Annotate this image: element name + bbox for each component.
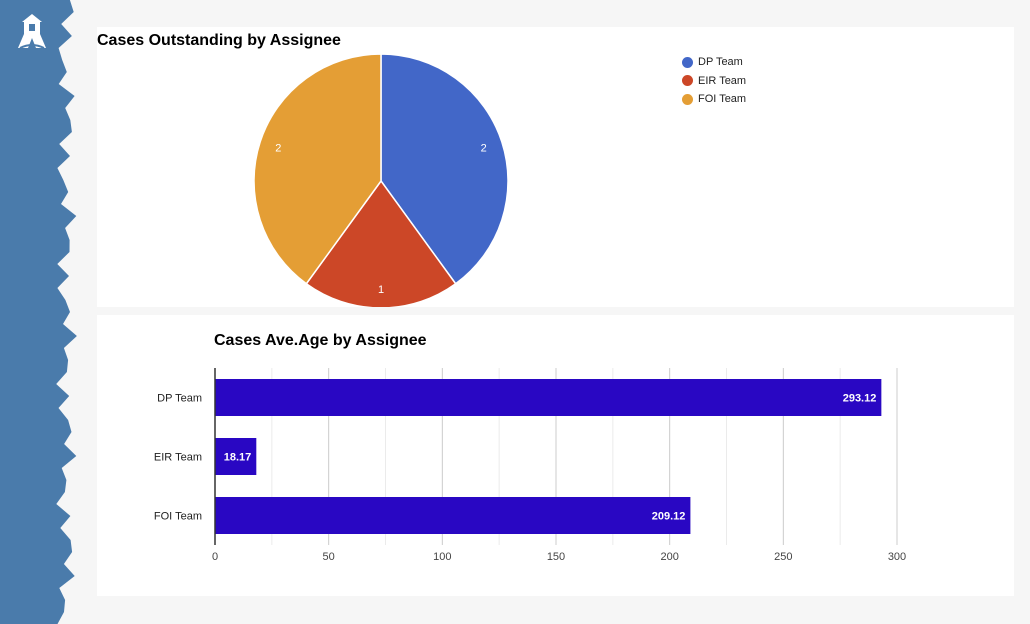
bar-chart-title: Cases Ave.Age by Assignee [214, 332, 427, 349]
legend-swatch [682, 75, 693, 87]
legend-item-dp-team[interactable]: DP Team [682, 53, 746, 72]
x-tick-label: 200 [660, 551, 678, 563]
bar-chart: 0 50 100 150 200 250 300 293.12 DP Team 18.17 EIR … [154, 368, 906, 563]
bar-value-label: 209.12 [652, 511, 686, 523]
pie-slice-eir-team[interactable] [305, 179, 457, 307]
bar-dp-team[interactable] [215, 379, 882, 416]
pie-chart-title: Cases Outstanding by Assignee [97, 32, 341, 49]
y-category-label: EIR Team [154, 452, 202, 464]
y-category-label: DP Team [157, 393, 202, 405]
sidebar [0, 0, 80, 624]
pie-legend: DP Team EIR Team FOI Team [682, 53, 746, 109]
legend-item-foi-team[interactable]: FOI Team [682, 90, 746, 109]
x-tick-label: 250 [774, 551, 792, 563]
pie-slice-foi-team[interactable] [253, 53, 382, 285]
bar-eir-team[interactable] [215, 438, 257, 475]
legend-label: DP Team [698, 56, 743, 69]
pie-slice-label: 2 [481, 143, 487, 155]
bar-chart-card: Cases Ave.Age by Assignee 0 50 100 150 200 25… [97, 315, 1014, 596]
x-tick-label: 150 [547, 551, 565, 563]
legend-swatch [682, 56, 693, 68]
legend-swatch [682, 93, 693, 105]
legend-item-eir-team[interactable]: EIR Team [682, 72, 746, 91]
pie-chart: 2 1 2 [253, 53, 509, 307]
pie-slice-dp-team[interactable] [380, 53, 509, 285]
x-tick-label: 0 [212, 551, 218, 563]
pie-chart-card: Cases Outstanding by Assignee 2 1 2 DP Tea… [97, 27, 1014, 307]
app-logo-icon[interactable] [14, 12, 50, 54]
bar-value-label: 293.12 [843, 393, 877, 405]
x-tick-label: 100 [433, 551, 451, 563]
pie-slice-label: 2 [275, 143, 281, 155]
pie-slice-label: 1 [378, 284, 384, 296]
legend-label: EIR Team [698, 74, 747, 87]
bar-value-label: 18.17 [224, 452, 252, 464]
legend-label: FOI Team [698, 93, 747, 106]
x-tick-label: 50 [323, 551, 335, 563]
sidebar-brush-background [0, 0, 77, 624]
y-category-label: FOI Team [154, 511, 202, 523]
x-tick-label: 300 [888, 551, 906, 563]
bar-foi-team[interactable] [215, 497, 691, 534]
